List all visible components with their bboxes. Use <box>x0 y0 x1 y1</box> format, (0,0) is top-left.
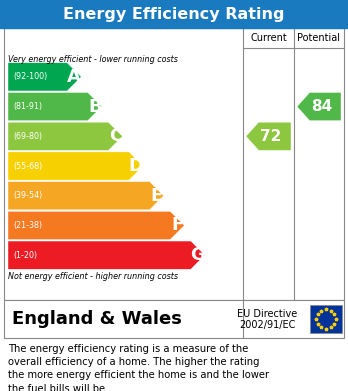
Text: Energy Efficiency Rating: Energy Efficiency Rating <box>63 7 285 22</box>
Text: 2002/91/EC: 2002/91/EC <box>239 320 296 330</box>
Text: Current: Current <box>250 33 287 43</box>
Text: 72: 72 <box>260 129 282 144</box>
Text: D: D <box>128 157 144 175</box>
Text: (1-20): (1-20) <box>13 251 37 260</box>
Polygon shape <box>8 211 184 240</box>
Text: (92-100): (92-100) <box>13 72 47 81</box>
FancyBboxPatch shape <box>310 305 342 333</box>
Polygon shape <box>8 63 81 91</box>
Text: 84: 84 <box>311 99 332 114</box>
Text: (21-38): (21-38) <box>13 221 42 230</box>
Polygon shape <box>8 241 205 269</box>
Polygon shape <box>297 92 341 121</box>
Text: C: C <box>109 127 122 145</box>
Polygon shape <box>8 122 122 151</box>
Bar <box>4 28 344 300</box>
Text: Very energy efficient - lower running costs: Very energy efficient - lower running co… <box>8 55 178 64</box>
Text: B: B <box>88 98 102 116</box>
Text: Potential: Potential <box>298 33 340 43</box>
Polygon shape <box>246 122 291 151</box>
Polygon shape <box>8 92 102 121</box>
Text: (39-54): (39-54) <box>13 191 42 200</box>
Text: (81-91): (81-91) <box>13 102 42 111</box>
Text: G: G <box>190 246 205 264</box>
Bar <box>4 300 344 338</box>
Bar <box>0 0 348 28</box>
Text: The energy efficiency rating is a measure of the
overall efficiency of a home. T: The energy efficiency rating is a measur… <box>8 344 269 391</box>
Text: (69-80): (69-80) <box>13 132 42 141</box>
Text: E: E <box>151 187 163 205</box>
Text: (55-68): (55-68) <box>13 161 42 170</box>
Text: Not energy efficient - higher running costs: Not energy efficient - higher running co… <box>8 272 178 281</box>
Text: F: F <box>171 217 183 235</box>
Polygon shape <box>8 152 143 180</box>
Text: England & Wales: England & Wales <box>12 310 182 328</box>
Polygon shape <box>8 181 164 210</box>
Text: A: A <box>67 68 81 86</box>
Text: EU Directive: EU Directive <box>237 309 298 319</box>
